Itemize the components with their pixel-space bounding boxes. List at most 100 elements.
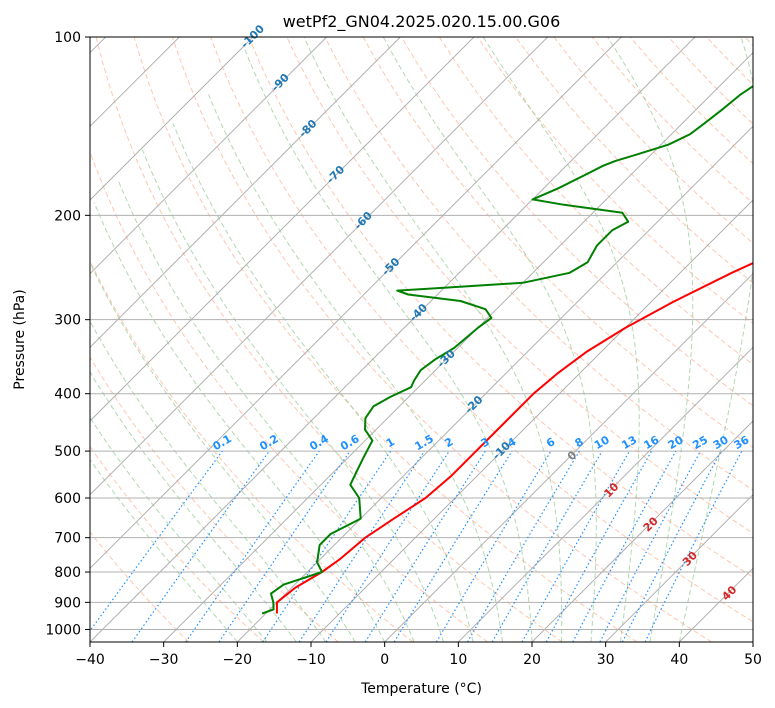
y-tick-label: 800 xyxy=(54,565,81,581)
moist-adiabat xyxy=(90,320,327,642)
mixing-ratio-line xyxy=(599,450,702,642)
moist-adiabat xyxy=(244,49,533,642)
isotherm-line xyxy=(90,37,254,201)
profile-lines xyxy=(261,84,753,615)
dry-adiabat xyxy=(133,37,638,642)
moist-adiabat xyxy=(141,149,445,642)
plot-frame xyxy=(89,36,754,643)
isotherm-line xyxy=(90,37,401,349)
mixing-ratio-line xyxy=(325,450,450,642)
isotherm-line xyxy=(384,272,753,642)
moist-adiabat xyxy=(482,37,640,642)
dry-adiabat xyxy=(706,37,753,86)
dry-adiabat xyxy=(210,37,753,623)
isotherm-line xyxy=(678,567,753,642)
isotherm-line xyxy=(90,37,549,496)
mixing-ratio-label: 1.5 xyxy=(413,432,436,453)
mixing-ratio-label: 1 xyxy=(384,435,397,450)
moist-adiabat xyxy=(117,180,415,642)
dry-adiabat xyxy=(744,37,753,47)
moist-adiabat xyxy=(382,37,597,642)
moist-adiabat xyxy=(208,94,503,642)
dry-adiabat xyxy=(400,37,753,407)
isotherm-line xyxy=(90,37,696,642)
mixing-ratio-label: 13 xyxy=(619,433,639,452)
isotherm-line xyxy=(236,125,753,642)
moist-adiabat xyxy=(90,370,297,642)
x-tick-label: −10 xyxy=(296,652,326,668)
mixing-ratio-line xyxy=(185,450,320,642)
isotherm-line xyxy=(310,199,753,642)
x-tick-label: −40 xyxy=(75,652,105,668)
moist-adiabat xyxy=(172,123,474,642)
background-lines xyxy=(90,37,753,642)
dry-adiabat xyxy=(90,150,488,642)
x-axis-label: Temperature (°C) xyxy=(360,681,482,697)
temperature-line xyxy=(275,262,753,614)
dewpoint-line xyxy=(261,84,753,615)
mixing-ratio-label: 0.4 xyxy=(307,432,331,453)
x-tick-label: 20 xyxy=(523,652,541,668)
axes: −40 −30 −20 −10 0 10 20 30 40 5010020030040050060… xyxy=(45,30,762,668)
x-tick-label: −20 xyxy=(223,652,253,668)
y-tick-label: 700 xyxy=(54,531,81,547)
surface-temp-label: 0 xyxy=(565,448,580,463)
y-tick-label: 1000 xyxy=(45,622,81,638)
dry-adiabat xyxy=(171,37,712,642)
mixing-ratio-line xyxy=(644,450,743,642)
mixing-ratio-line xyxy=(521,450,631,642)
mixing-ratio-line xyxy=(545,450,653,642)
mixing-ratio-line xyxy=(298,450,425,642)
mixing-ratio-label: 0.1 xyxy=(210,432,233,453)
mixing-ratio-line xyxy=(466,450,580,642)
moist-adiabat xyxy=(303,37,563,642)
x-tick-label: 10 xyxy=(449,652,467,668)
mixing-ratio-label: 0.6 xyxy=(338,432,362,453)
mixing-ratio-label: 16 xyxy=(641,433,661,452)
dry-adiabat xyxy=(668,37,753,125)
mixing-ratio-label: 30 xyxy=(711,433,731,452)
dry-adiabat xyxy=(90,259,414,642)
moist-adiabat xyxy=(90,416,268,642)
y-axis-label: Pressure (hPa) xyxy=(12,289,28,389)
inline-labels: -100-90-80-70-60-50-40-30-20-100.1 0.2 0.4… xyxy=(210,22,751,603)
surface-temp-label: 10 xyxy=(601,480,621,500)
dry-adiabat xyxy=(324,37,753,491)
y-tick-label: 200 xyxy=(54,208,81,224)
moist-adiabat xyxy=(607,37,694,642)
surface-temp-label: 20 xyxy=(641,514,661,534)
y-tick-label: 900 xyxy=(54,595,81,611)
isotherm-line xyxy=(457,346,753,642)
y-tick-label: 600 xyxy=(54,491,81,507)
isotherm-line xyxy=(531,420,753,642)
moist-adiabat xyxy=(678,37,753,642)
dry-adiabat xyxy=(438,37,753,366)
mixing-ratio-line xyxy=(572,450,677,642)
dry-adiabat xyxy=(95,37,563,642)
isotherm-line xyxy=(752,641,753,642)
dry-adiabat xyxy=(515,37,753,284)
dry-adiabat xyxy=(591,37,753,204)
x-tick-label: 40 xyxy=(670,652,688,668)
y-tick-label: 500 xyxy=(54,444,81,460)
dry-adiabat xyxy=(362,37,753,449)
x-tick-label: 50 xyxy=(744,652,762,668)
chart-title: wetPf2_GN04.2025.020.15.00.G06 xyxy=(283,12,561,32)
moist-adiabat xyxy=(93,201,386,642)
moist-adiabat xyxy=(90,458,238,642)
mixing-ratio-line xyxy=(218,450,351,642)
x-tick-label: −30 xyxy=(149,652,179,668)
y-tick-label: 300 xyxy=(54,313,81,329)
dry-adiabat xyxy=(248,37,753,578)
mixing-ratio-label: 6 xyxy=(544,435,557,450)
y-tick-label: 100 xyxy=(54,30,81,46)
isotherm-line xyxy=(163,51,753,642)
mixing-ratio-label: 10 xyxy=(592,433,612,452)
mixing-ratio-line xyxy=(262,450,392,642)
x-tick-label: 30 xyxy=(597,652,615,668)
isotherm-line xyxy=(90,37,622,570)
mixing-ratio-label: 25 xyxy=(690,433,710,452)
dry-adiabat xyxy=(90,445,264,642)
mixing-ratio-line xyxy=(90,450,223,632)
mixing-ratio-label: 36 xyxy=(732,433,752,452)
